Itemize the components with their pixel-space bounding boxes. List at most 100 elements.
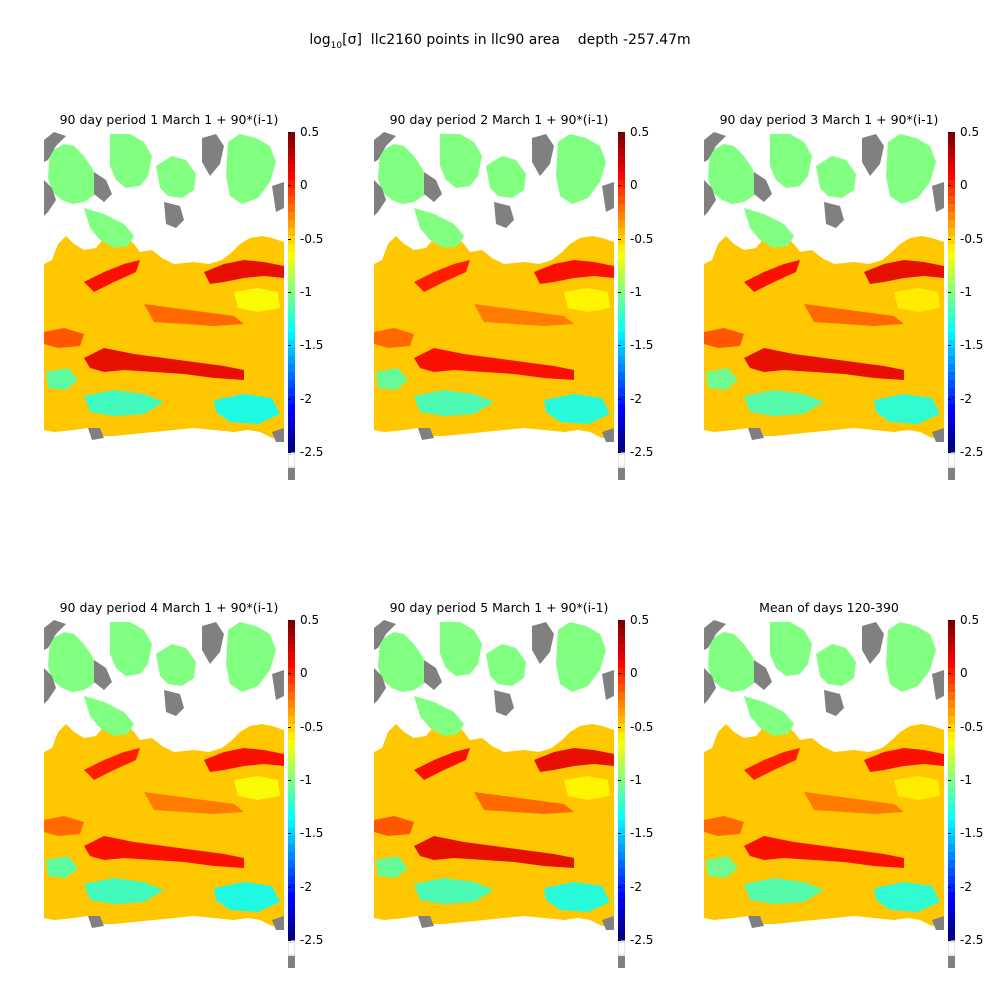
colorbar-segment <box>618 140 625 149</box>
colorbar-tick-label: -2 <box>960 879 972 894</box>
colorbar-segment <box>618 244 625 253</box>
colorbar-segment <box>618 780 625 789</box>
colorbar-tick-label: -2.5 <box>300 445 324 459</box>
colorbar-segment <box>948 180 955 189</box>
colorbar-segment <box>948 196 955 205</box>
ocean-region <box>556 134 606 204</box>
high-value-region <box>704 816 744 836</box>
colorbar-segment <box>948 820 955 829</box>
colorbar-segment <box>948 876 955 885</box>
ocean-region <box>48 632 100 692</box>
land-mask <box>824 202 844 228</box>
high-value-region <box>744 748 800 780</box>
colorbar-segment <box>618 388 625 397</box>
colorbar-segment <box>618 748 625 757</box>
low-value-region <box>84 878 164 904</box>
land-mask <box>44 132 66 162</box>
land-mask <box>704 180 716 216</box>
colorbar-segment <box>288 692 295 701</box>
colorbar-tick-label: -1 <box>630 285 642 299</box>
colorbar-tick-mark <box>288 673 291 675</box>
colorbar-tick-mark <box>288 238 291 240</box>
colorbar-segment <box>948 156 955 165</box>
colorbar-segment <box>948 316 955 325</box>
colorbar-segment <box>288 324 295 333</box>
colorbar-segment <box>288 268 295 277</box>
colorbar-segment <box>948 660 955 669</box>
ocean-region <box>486 156 526 198</box>
colorbar-segment <box>288 788 295 797</box>
colorbar-tick-label: -2 <box>300 879 312 894</box>
colorbar-segment <box>618 892 625 901</box>
high-value-region <box>414 748 470 780</box>
colorbar-segment <box>288 332 295 341</box>
colorbar-segment <box>288 236 295 245</box>
ocean-region <box>226 622 276 692</box>
colorbar-tick-label: -1.5 <box>960 338 984 353</box>
land-mask <box>862 134 884 176</box>
colorbar-segment <box>618 396 625 405</box>
colorbar-segment <box>948 228 955 237</box>
colorbar-land-swatch <box>618 956 625 968</box>
colorbar-segment <box>288 156 295 165</box>
figure-title-subscript: 10 <box>330 40 343 51</box>
land-mask <box>704 668 716 704</box>
colorbar-segment <box>288 388 295 397</box>
colorbar-segment <box>288 836 295 845</box>
colorbar-segment <box>618 260 625 269</box>
colorbar-segment <box>288 772 295 781</box>
colorbar-tick-label: -1 <box>300 285 312 299</box>
colorbar-segment <box>948 252 955 261</box>
low-value-region <box>564 776 610 800</box>
colorbar-segment <box>288 140 295 149</box>
low-value-region <box>376 856 408 878</box>
colorbar-segment <box>618 756 625 765</box>
colorbar-segment <box>288 164 295 173</box>
colorbar-tick-mark <box>288 833 291 835</box>
colorbar <box>618 620 625 968</box>
colorbar-segment <box>618 444 625 453</box>
panel-title: 90 day period 2 March 1 + 90*(i-1) <box>389 112 609 127</box>
colorbar-tick-label: -1.5 <box>630 826 654 841</box>
colorbar <box>948 132 955 480</box>
low-value-region <box>214 882 280 912</box>
colorbar-segment <box>288 748 295 757</box>
colorbar-segment <box>618 924 625 933</box>
colorbar-segment <box>948 812 955 821</box>
ocean-region <box>378 632 430 692</box>
colorbar-segment <box>618 372 625 381</box>
colorbar-tick-label: -1 <box>960 773 972 787</box>
colorbar-segment <box>948 724 955 733</box>
colorbar-tick-mark <box>948 726 951 728</box>
colorbar-segment <box>948 788 955 797</box>
colorbar-segment <box>618 692 625 701</box>
colorbar-segment <box>948 236 955 245</box>
colorbar-segment <box>288 820 295 829</box>
colorbar-segment <box>948 396 955 405</box>
colorbar-segment <box>288 380 295 389</box>
colorbar-segment <box>618 716 625 725</box>
colorbar-segment <box>948 652 955 661</box>
colorbar-tick-label: 0 <box>960 666 968 681</box>
colorbar-segment <box>618 412 625 421</box>
colorbar-land-swatch <box>948 956 955 968</box>
sigma-map <box>704 132 944 442</box>
land-mask <box>418 916 434 928</box>
colorbar-segment <box>618 428 625 437</box>
colorbar-segment <box>288 908 295 917</box>
colorbar-tick-mark <box>948 886 951 888</box>
colorbar-tick-mark <box>618 620 621 621</box>
colorbar-segment <box>618 908 625 917</box>
colorbar-tick-label: -2 <box>300 391 312 406</box>
colorbar-segment <box>948 172 955 181</box>
land-mask <box>88 916 104 928</box>
colorbar-segment <box>948 804 955 813</box>
land-mask <box>602 182 614 212</box>
colorbar-tick-mark <box>288 452 291 453</box>
colorbar-segment <box>948 764 955 773</box>
colorbar-tick-mark <box>288 132 291 133</box>
colorbar-segment <box>288 396 295 405</box>
sigma-map <box>704 620 944 930</box>
colorbar-tick-mark <box>948 673 951 675</box>
colorbar-segment <box>288 668 295 677</box>
